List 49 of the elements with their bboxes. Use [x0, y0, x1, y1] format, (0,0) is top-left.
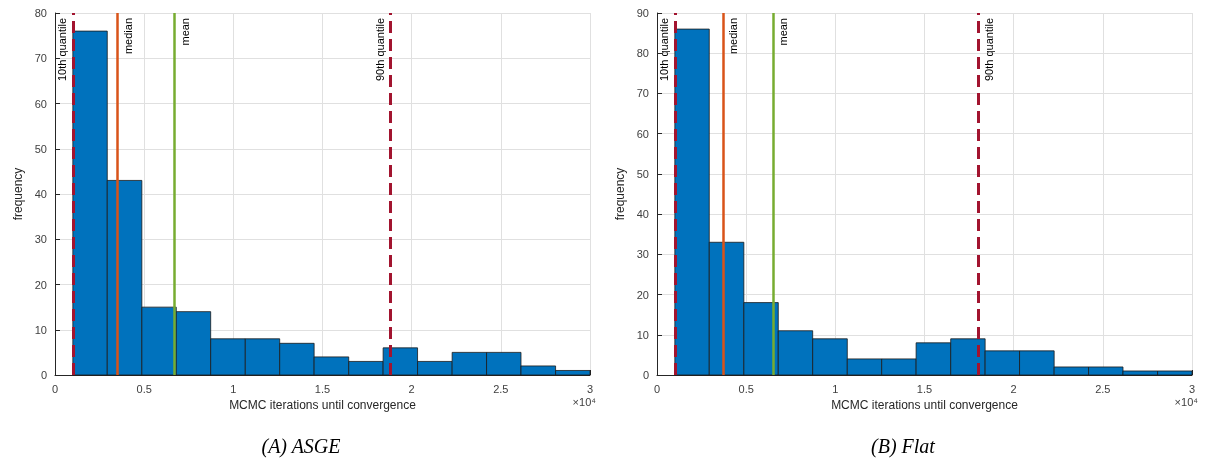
ref-line-label: 10th quantile	[56, 18, 69, 81]
x-tick-label: 2.5	[1095, 382, 1111, 395]
y-tick-label: 70	[34, 52, 47, 65]
y-tick-label: 20	[34, 278, 47, 291]
y-axis-title: frequency	[612, 167, 627, 221]
y-axis-title: frequency	[10, 167, 25, 221]
text: (A) ASGE	[261, 435, 341, 458]
x-tick-label: 0.5	[136, 382, 152, 395]
ref-line-label: median	[727, 18, 740, 55]
x-tick-label: 1	[832, 382, 839, 395]
y-tick-label: 10	[34, 323, 47, 336]
y-tick-label: 40	[636, 208, 649, 221]
y-tick-label: 30	[636, 248, 649, 261]
y-tick-label: 60	[636, 127, 649, 140]
x-tick-label: 2	[408, 382, 415, 395]
x-tick-label: 3	[586, 382, 594, 395]
x-tick-label: 2.5	[493, 382, 509, 395]
ref-line-label: 90th quantile	[373, 18, 386, 81]
text: (B) Flat	[871, 435, 936, 458]
y-tick-label: 50	[34, 142, 47, 155]
x-tick-label: 1	[230, 382, 237, 395]
x-tick-label: 0.5	[738, 382, 754, 395]
x-tick-label: 0	[653, 382, 661, 395]
ref-line-label: median	[121, 18, 134, 55]
x-tick-label: 1.5	[314, 382, 331, 395]
y-tick-label: 80	[636, 47, 649, 60]
y-tick-label: 10	[636, 328, 649, 341]
y-tick-label: 80	[34, 7, 47, 19]
y-tick-label: 90	[636, 7, 649, 19]
ref-line-label: 90th quantile	[982, 18, 995, 81]
x-tick-label: 3	[1188, 382, 1196, 395]
x-axis-title: MCMC iterations until convergence	[229, 398, 417, 412]
y-tick-label: 40	[34, 188, 47, 200]
x-tick-label: 1.5	[916, 382, 933, 395]
ref-line-label: mean	[777, 18, 790, 46]
y-tick-label: 0	[642, 369, 649, 381]
text: ×10⁴	[1174, 395, 1199, 408]
y-tick-label: 70	[636, 87, 649, 100]
y-tick-label: 60	[34, 97, 47, 110]
ref-line-label: mean	[178, 18, 191, 46]
y-tick-label: 30	[34, 233, 47, 246]
y-tick-label: 50	[636, 167, 649, 180]
ref-line-label: 10th quantile	[658, 18, 671, 81]
y-tick-label: 0	[40, 369, 47, 381]
x-tick-label: 2	[1010, 382, 1017, 395]
y-tick-label: 20	[636, 288, 649, 301]
text: ×10⁴	[572, 395, 597, 408]
x-axis-title: MCMC iterations until convergence	[831, 398, 1019, 412]
x-tick-label: 0	[51, 382, 59, 395]
